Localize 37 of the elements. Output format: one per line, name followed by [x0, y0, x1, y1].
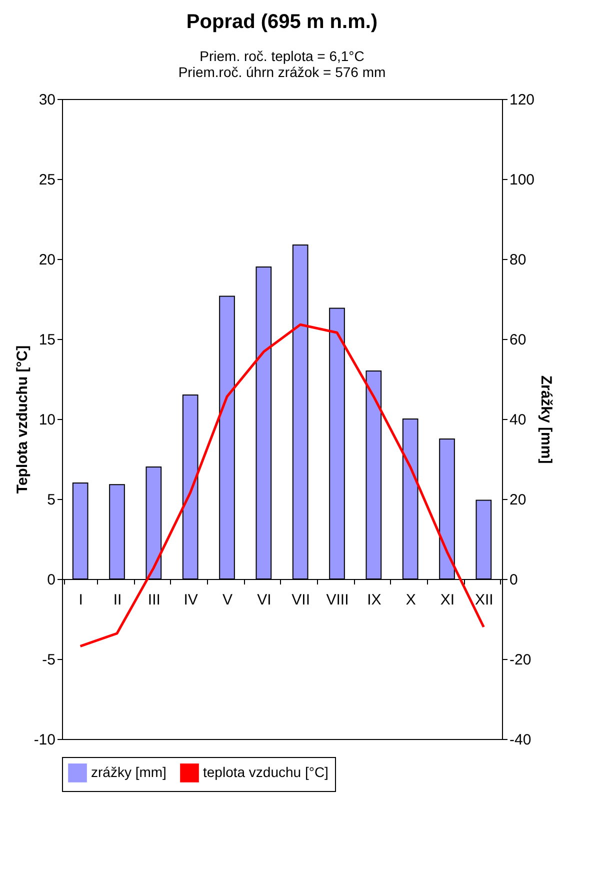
y2-tick-label: 60 [510, 332, 526, 348]
x-tick-label: III [148, 592, 160, 608]
chart-title: Poprad (695 m n.m.) [186, 11, 378, 33]
y-tick-label: 20 [38, 252, 56, 268]
y-tick-label: 30 [38, 92, 56, 108]
y-axis-title: Teplota vzduchu [°C] [14, 345, 31, 494]
y-tick-label: 5 [47, 492, 56, 508]
x-tick-label: IV [184, 592, 198, 608]
text: Priem.roč. úhrn zrážok = 576 mm [178, 64, 386, 80]
x-tick-label: II [113, 592, 122, 608]
y2-tick-label: 120 [510, 92, 535, 108]
x-tick-label: VIII [326, 592, 349, 608]
y2-tick-label: 0 [510, 572, 518, 588]
y-tick-label: -10 [34, 732, 56, 748]
y2-axis-title: Zrážky [mm] [538, 375, 555, 464]
text: Priem. roč. teplota = 6,1°C [200, 48, 364, 64]
x-tick-label: XII [474, 592, 494, 608]
x-tick-label: XI [440, 592, 455, 608]
x-tick-label: IX [367, 592, 382, 608]
y2-tick-label: 40 [510, 412, 526, 428]
y-tick-label: 0 [47, 572, 56, 588]
x-tick-label: VII [292, 592, 310, 608]
x-tick-label: I [78, 592, 83, 608]
y-tick-label: 25 [38, 172, 56, 188]
y2-tick-label: -40 [510, 732, 532, 748]
y2-tick-label: 100 [510, 172, 535, 188]
y2-tick-label: 20 [510, 492, 526, 508]
y-tick-label: -5 [42, 652, 56, 668]
y-tick-label: 15 [38, 332, 56, 348]
y2-tick-label: -20 [510, 652, 532, 668]
y-tick-label: 10 [38, 412, 56, 428]
legend-label: teplota vzduchu [°C] [203, 764, 328, 780]
x-tick-label: X [406, 592, 416, 608]
legend-label: zrážky [mm] [91, 764, 166, 780]
x-tick-label: VI [257, 592, 272, 608]
x-tick-label: V [222, 592, 233, 608]
y2-tick-label: 80 [510, 252, 526, 268]
